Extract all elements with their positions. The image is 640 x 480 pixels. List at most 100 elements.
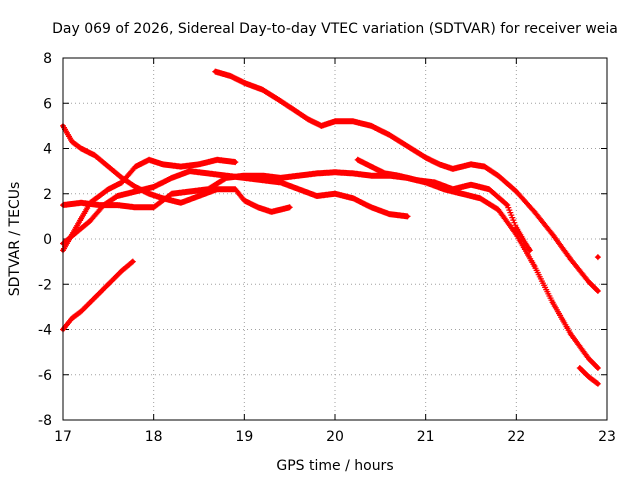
data-point xyxy=(369,205,374,210)
data-point xyxy=(278,175,283,181)
data-point xyxy=(260,178,265,183)
data-point xyxy=(468,162,474,167)
data-point xyxy=(595,365,601,371)
data-point xyxy=(568,331,573,337)
y-tick-label: -6 xyxy=(38,368,52,384)
data-point xyxy=(369,164,374,169)
data-point xyxy=(486,187,492,192)
data-point xyxy=(296,187,301,192)
data-point xyxy=(595,288,601,294)
data-point xyxy=(514,189,519,194)
data-point xyxy=(213,69,218,74)
x-tick-label: 19 xyxy=(235,429,253,445)
data-point xyxy=(514,225,519,230)
data-point xyxy=(278,98,283,104)
data-point xyxy=(255,205,261,210)
x-tick-label: 17 xyxy=(54,429,72,445)
chart-title: Day 069 of 2026, Sidereal Day-to-day VTE… xyxy=(52,21,618,37)
data-point xyxy=(437,162,442,167)
series-track-7 xyxy=(60,258,136,333)
data-point xyxy=(233,159,238,165)
data-point xyxy=(369,173,374,178)
data-point xyxy=(133,205,138,210)
data-point xyxy=(196,193,202,199)
data-point xyxy=(260,87,265,92)
data-point xyxy=(133,189,138,194)
series-markers xyxy=(60,258,136,333)
data-point xyxy=(78,216,84,221)
data-point xyxy=(450,187,456,192)
data-point xyxy=(350,119,356,124)
data-point xyxy=(468,182,474,187)
data-point xyxy=(577,365,582,371)
data-point xyxy=(387,132,392,138)
data-point xyxy=(527,248,533,253)
data-point xyxy=(319,123,324,129)
data-point xyxy=(269,209,274,214)
data-point xyxy=(169,191,174,196)
y-tick-label: 4 xyxy=(43,142,52,158)
data-point xyxy=(550,232,555,237)
data-point xyxy=(405,214,410,219)
data-point xyxy=(133,164,138,169)
data-point xyxy=(586,279,592,285)
data-point xyxy=(405,144,410,149)
x-tick-labels: 17 18 19 20 21 22 23 xyxy=(54,429,616,445)
data-point xyxy=(296,173,301,178)
data-point xyxy=(278,180,283,185)
x-tick-label: 20 xyxy=(326,429,344,445)
y-axis-label: SDTVAR / TECUs xyxy=(7,182,23,297)
data-point xyxy=(595,381,601,386)
data-point xyxy=(532,263,537,269)
data-point xyxy=(287,205,292,210)
data-point xyxy=(101,202,107,208)
data-point xyxy=(115,193,120,199)
data-point xyxy=(205,187,211,192)
data-point xyxy=(119,180,125,185)
y-tick-label: -8 xyxy=(38,413,52,429)
x-axis-label: GPS time / hours xyxy=(276,458,393,474)
x-tick-label: 22 xyxy=(507,429,525,445)
data-point xyxy=(260,173,265,178)
series-track-8 xyxy=(576,365,601,387)
data-point xyxy=(106,187,111,192)
data-point xyxy=(586,374,592,380)
series-track-1 xyxy=(212,68,601,294)
data-point xyxy=(119,268,125,273)
data-point xyxy=(146,191,152,196)
data-point xyxy=(228,73,233,79)
data-point xyxy=(432,180,437,185)
data-point xyxy=(151,184,156,190)
data-point xyxy=(69,139,75,144)
data-point xyxy=(477,196,483,201)
data-point xyxy=(92,295,97,300)
y-tick-labels: -8 -6 -4 -2 0 2 4 6 8 xyxy=(38,51,52,429)
plot-frame xyxy=(62,57,608,421)
series-track-9 xyxy=(594,254,601,261)
data-point xyxy=(450,166,456,172)
data-point xyxy=(423,155,428,160)
data-point xyxy=(224,173,229,178)
data-point xyxy=(92,153,97,158)
data-point xyxy=(314,171,320,176)
y-tick-label: 2 xyxy=(43,187,52,203)
data-point xyxy=(496,173,501,178)
data-point xyxy=(414,178,419,183)
data-point xyxy=(214,157,220,162)
data-point xyxy=(178,200,184,205)
data-point xyxy=(568,257,573,262)
data-point xyxy=(332,119,338,124)
data-point xyxy=(205,171,211,176)
data-point xyxy=(382,171,388,176)
data-point xyxy=(214,187,220,192)
data-point xyxy=(595,254,601,260)
data-point xyxy=(332,191,338,196)
series-track-3 xyxy=(60,169,601,371)
data-point xyxy=(305,116,310,122)
data-point xyxy=(369,123,374,129)
data-point xyxy=(151,205,156,210)
data-point xyxy=(586,356,592,362)
data-point xyxy=(242,80,247,86)
data-point xyxy=(242,175,247,181)
